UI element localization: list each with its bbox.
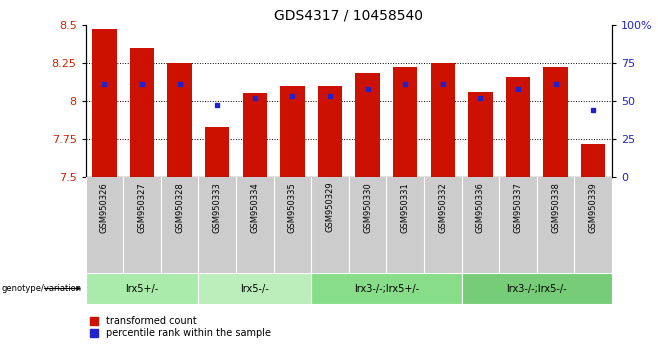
Bar bbox=[205, 127, 230, 177]
Text: lrx5+/-: lrx5+/- bbox=[125, 284, 159, 293]
Text: GSM950329: GSM950329 bbox=[326, 182, 334, 233]
Bar bbox=[280, 86, 305, 177]
Text: lrx5-/-: lrx5-/- bbox=[240, 284, 269, 293]
Text: GSM950336: GSM950336 bbox=[476, 182, 485, 233]
Bar bbox=[311, 273, 461, 304]
Bar bbox=[506, 76, 530, 177]
Text: GSM950335: GSM950335 bbox=[288, 182, 297, 233]
Bar bbox=[461, 273, 612, 304]
Legend: transformed count, percentile rank within the sample: transformed count, percentile rank withi… bbox=[90, 316, 271, 338]
Bar bbox=[86, 273, 198, 304]
Bar bbox=[355, 74, 380, 177]
Text: GSM950332: GSM950332 bbox=[438, 182, 447, 233]
Bar bbox=[468, 92, 493, 177]
Bar bbox=[198, 273, 311, 304]
Bar bbox=[581, 143, 605, 177]
Text: GSM950327: GSM950327 bbox=[138, 182, 147, 233]
Bar bbox=[544, 67, 568, 177]
Bar bbox=[130, 48, 154, 177]
Text: genotype/variation: genotype/variation bbox=[2, 284, 82, 293]
Text: GSM950337: GSM950337 bbox=[513, 182, 522, 233]
Text: lrx3-/-;lrx5-/-: lrx3-/-;lrx5-/- bbox=[507, 284, 567, 293]
Text: GSM950328: GSM950328 bbox=[175, 182, 184, 233]
Bar bbox=[318, 86, 342, 177]
Text: GSM950338: GSM950338 bbox=[551, 182, 560, 233]
Text: GSM950326: GSM950326 bbox=[100, 182, 109, 233]
Bar bbox=[167, 63, 191, 177]
Text: GSM950333: GSM950333 bbox=[213, 182, 222, 233]
Bar bbox=[243, 93, 267, 177]
Text: GSM950339: GSM950339 bbox=[589, 182, 597, 233]
Bar bbox=[430, 63, 455, 177]
Bar bbox=[92, 29, 116, 177]
Title: GDS4317 / 10458540: GDS4317 / 10458540 bbox=[274, 8, 423, 22]
Text: lrx3-/-;lrx5+/-: lrx3-/-;lrx5+/- bbox=[354, 284, 419, 293]
Text: GSM950331: GSM950331 bbox=[401, 182, 410, 233]
Bar bbox=[393, 67, 417, 177]
Text: GSM950334: GSM950334 bbox=[250, 182, 259, 233]
Text: GSM950330: GSM950330 bbox=[363, 182, 372, 233]
